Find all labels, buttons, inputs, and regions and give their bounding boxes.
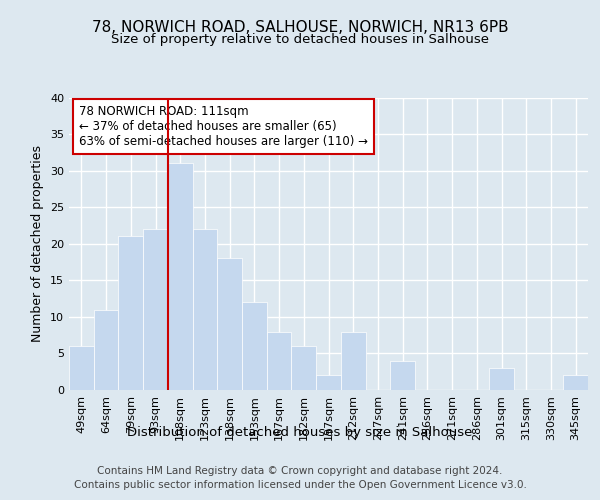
Text: Contains HM Land Registry data © Crown copyright and database right 2024.: Contains HM Land Registry data © Crown c… — [97, 466, 503, 476]
Bar — [390, 361, 415, 390]
Bar — [489, 368, 514, 390]
Text: 78, NORWICH ROAD, SALHOUSE, NORWICH, NR13 6PB: 78, NORWICH ROAD, SALHOUSE, NORWICH, NR1… — [92, 20, 508, 35]
Text: 78 NORWICH ROAD: 111sqm
← 37% of detached houses are smaller (65)
63% of semi-de: 78 NORWICH ROAD: 111sqm ← 37% of detache… — [79, 105, 368, 148]
Bar — [118, 236, 143, 390]
Bar — [217, 258, 242, 390]
Bar — [563, 376, 588, 390]
Text: Contains public sector information licensed under the Open Government Licence v3: Contains public sector information licen… — [74, 480, 526, 490]
Bar — [143, 229, 168, 390]
Bar — [316, 376, 341, 390]
Text: Size of property relative to detached houses in Salhouse: Size of property relative to detached ho… — [111, 34, 489, 46]
Y-axis label: Number of detached properties: Number of detached properties — [31, 145, 44, 342]
Bar — [267, 332, 292, 390]
Bar — [193, 229, 217, 390]
Bar — [94, 310, 118, 390]
Bar — [292, 346, 316, 390]
Bar — [341, 332, 365, 390]
Bar — [69, 346, 94, 390]
Bar — [168, 164, 193, 390]
Bar — [242, 302, 267, 390]
Text: Distribution of detached houses by size in Salhouse: Distribution of detached houses by size … — [127, 426, 473, 439]
